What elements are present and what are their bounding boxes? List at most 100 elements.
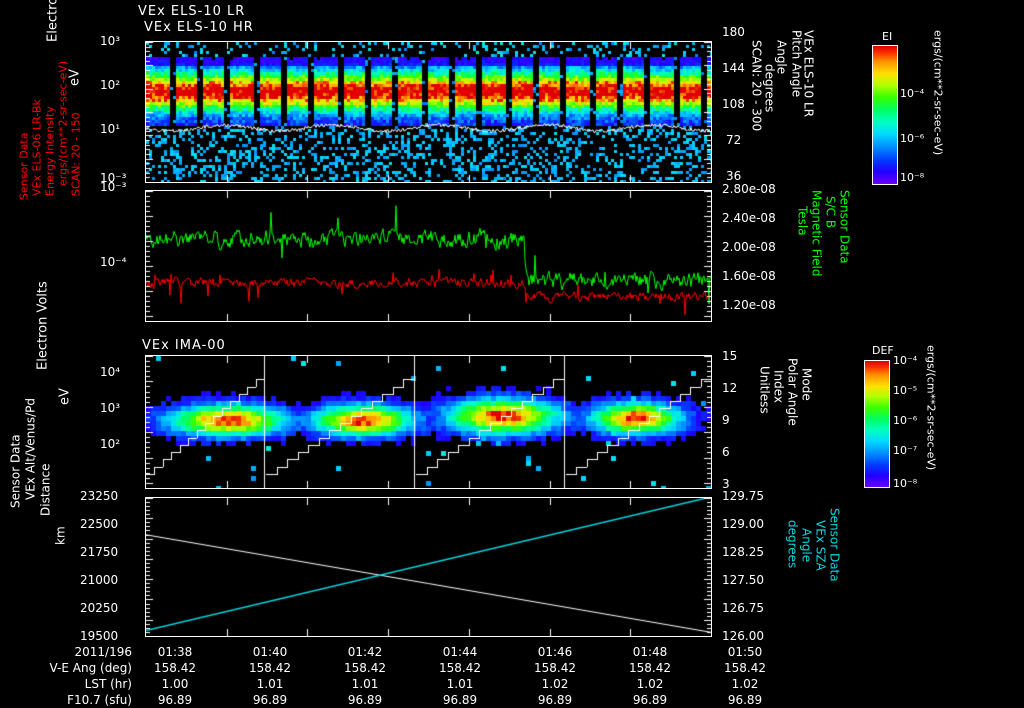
footer-row-label-3: F10.7 (sfu) xyxy=(67,693,132,707)
panel1-right-tick-1: 144 xyxy=(722,61,745,75)
panel4-right-tick-4: 126.75 xyxy=(722,601,764,615)
panel1-right-label-3: degrees xyxy=(762,64,777,113)
panel1-right-tick-2: 108 xyxy=(722,97,745,111)
panel1-right-tick-3: 72 xyxy=(726,133,742,147)
panel2-right-tick-4: 1.20e-08 xyxy=(722,298,776,312)
panel4-left-tick-5: 19500 xyxy=(80,629,119,643)
footer-cell-r0-c3: 01:44 xyxy=(442,645,478,659)
footer-cell-r0-c0: 01:38 xyxy=(157,645,193,659)
panel4-right-label-2: Angle xyxy=(799,528,814,563)
panel3-colorbar-tick-0: 10⁻⁴ xyxy=(893,354,918,367)
panel2-left-label-4: SCAN: 20 - 150 xyxy=(69,112,83,196)
panel2-right-label-3: Tesla xyxy=(795,206,810,236)
footer-cell-r1-c2: 158.42 xyxy=(344,661,386,675)
panel4-right-tick-3: 127.50 xyxy=(722,573,764,587)
panel1-right-label-0: Pitch Angle xyxy=(789,30,804,98)
panel1-left-tick-3: 10⁻³ xyxy=(100,171,127,185)
footer-cell-r2-c5: 1.02 xyxy=(636,677,664,691)
panel1-right-label-1: VEx ELS-10 LR xyxy=(801,30,816,118)
panel1-colorbar-name: EI xyxy=(882,30,893,43)
panel3-right-label-1: Polar Angle xyxy=(785,358,800,426)
footer-cell-r1-c4: 158.42 xyxy=(534,661,576,675)
panel3-left-axis-units: eV xyxy=(57,388,73,405)
panel1-colorbar-tick-1: 10⁻⁶ xyxy=(900,132,925,145)
panel2-right-label-0: Sensor Data xyxy=(837,190,852,264)
panel1-left-axis-units: eV xyxy=(67,69,83,86)
panel1-title-hr: VEx ELS-10 HR xyxy=(144,20,254,35)
panel4-right-label-3: degrees xyxy=(785,520,800,569)
panel3-left-tick-2: 10² xyxy=(100,437,121,451)
panel3-colorbar-tick-3: 10⁻⁷ xyxy=(893,444,918,457)
panel2-right-tick-1: 2.40e-08 xyxy=(722,211,776,225)
panel3-colorbar xyxy=(864,360,890,488)
panel3-left-tick-0: 10⁴ xyxy=(100,365,121,379)
panel2-left-tick-1: 10⁻⁴ xyxy=(100,255,127,269)
panel4-left-tick-4: 20250 xyxy=(80,601,119,615)
footer-cell-r2-c4: 1.02 xyxy=(541,677,569,691)
panel4-right-tick-1: 129.00 xyxy=(722,517,764,531)
panel1-colorbar-tick-2: 10⁻⁸ xyxy=(900,171,925,184)
footer-cell-r3-c5: 96.89 xyxy=(632,693,668,707)
footer-cell-r3-c2: 96.89 xyxy=(347,693,383,707)
panel2-right-label-2: Magnetic Field xyxy=(809,190,824,277)
panel1-left-tick-2: 10¹ xyxy=(100,122,121,136)
panel1-right-label-2: Angle xyxy=(774,40,789,75)
footer-cell-r1-c6: 158.42 xyxy=(724,661,766,675)
panel3-colorbar-tick-4: 10⁻⁸ xyxy=(893,477,918,490)
footer-cell-r1-c0: 158.42 xyxy=(154,661,196,675)
panel2-left-label-2: Energy Intensity xyxy=(43,106,57,196)
panel2-plot-area[interactable] xyxy=(145,190,712,322)
panel3-right-label-2: Index xyxy=(771,370,786,404)
footer-cell-r0-c1: 01:40 xyxy=(252,645,288,659)
footer-cell-r2-c2: 1.01 xyxy=(351,677,379,691)
panel3-right-tick-4: 3 xyxy=(722,477,730,491)
panel1-colorbar xyxy=(872,45,898,185)
panel4-left-tick-2: 21750 xyxy=(80,545,119,559)
footer-cell-r1-c3: 158.42 xyxy=(439,661,481,675)
panel1-plot-area[interactable] xyxy=(145,41,712,183)
panel1-right-label-4: SCAN: 20 - 300 xyxy=(749,40,764,132)
footer-cell-r3-c6: 96.89 xyxy=(727,693,763,707)
panel3-right-tick-2: 9 xyxy=(722,413,730,427)
panel2-right-label-1: S/C B xyxy=(823,196,838,229)
panel4-left-tick-3: 21000 xyxy=(80,573,119,587)
panel1-colorbar-units: ergs/(cm**2-sr-sec-eV) xyxy=(931,30,945,156)
panel1-left-tick-0: 10³ xyxy=(100,34,121,48)
panel4-right-tick-0: 129.75 xyxy=(722,489,764,503)
footer-cell-r3-c0: 96.89 xyxy=(157,693,193,707)
footer-row-label-2: LST (hr) xyxy=(84,677,132,691)
panel3-title: VEx IMA-00 xyxy=(142,338,226,353)
panel3-left-tick-1: 10³ xyxy=(100,401,121,415)
footer-cell-r1-c5: 158.42 xyxy=(629,661,671,675)
panel3-right-label-0: Mode xyxy=(799,368,814,401)
panel4-right-label-0: Sensor Data xyxy=(827,508,842,582)
panel4-left-tick-0: 23250 xyxy=(80,489,119,503)
panel1-title-lr: VEx ELS-10 LR xyxy=(138,4,246,19)
panel3-plot-area[interactable] xyxy=(145,355,712,489)
panel4-left-tick-1: 22500 xyxy=(80,517,119,531)
footer-cell-r0-c4: 01:46 xyxy=(537,645,573,659)
footer-cell-r3-c3: 96.89 xyxy=(442,693,478,707)
footer-table: 2011/196 V-E Ang (deg) LST (hr) F10.7 (s… xyxy=(0,645,1024,707)
panel4-left-label-1: VEx Alt/Venus/Pd xyxy=(23,397,38,500)
panel3-colorbar-units: ergs/(cm**2-sr-sec-eV) xyxy=(924,345,938,471)
panel2-right-tick-0: 2.80e-08 xyxy=(722,182,776,196)
panel2-left-label-3: ergs/(cm**2-sr-sec-eV) xyxy=(56,60,70,186)
panel1-colorbar-tick-0: 10⁻⁴ xyxy=(900,87,925,100)
footer-cell-r2-c6: 1.02 xyxy=(731,677,759,691)
footer-cell-r3-c4: 96.89 xyxy=(537,693,573,707)
panel3-right-label-3: Unitless xyxy=(757,366,772,414)
panel1-right-tick-0: 180 xyxy=(722,25,745,39)
footer-cell-r0-c6: 01:50 xyxy=(727,645,763,659)
panel4-left-label-3: km xyxy=(53,526,68,545)
panel3-right-tick-1: 12 xyxy=(722,381,738,395)
footer-cell-r0-c5: 01:48 xyxy=(632,645,668,659)
footer-cell-r1-c1: 158.42 xyxy=(249,661,291,675)
footer-row-label-0: 2011/196 xyxy=(74,645,133,659)
panel2-left-tick-0: 10⁻³ xyxy=(100,180,127,194)
panel4-left-label-0: Sensor Data xyxy=(8,434,23,508)
panel3-right-tick-3: 6 xyxy=(722,445,730,459)
footer-cell-r2-c1: 1.01 xyxy=(256,677,284,691)
panel4-plot-area[interactable] xyxy=(145,497,712,637)
panel4-right-tick-5: 126.00 xyxy=(722,629,764,643)
